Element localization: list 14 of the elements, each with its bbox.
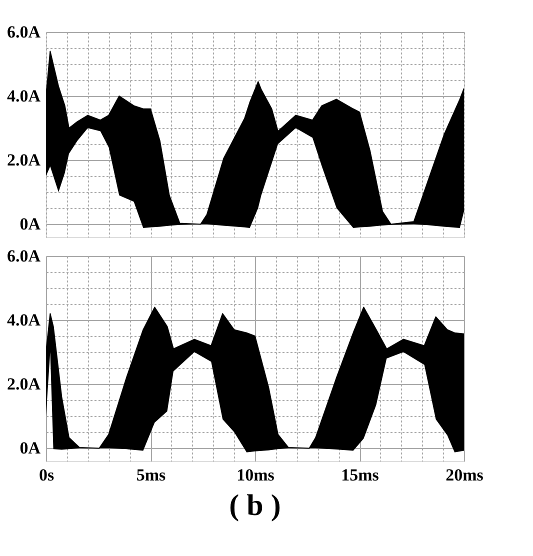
y-tick-label: 2.0A <box>6 374 42 394</box>
y-tick-label: 0A <box>20 438 42 458</box>
y-tick-label: 0A <box>20 214 42 234</box>
x-tick-label: 15ms <box>341 466 380 484</box>
y-tick-label: 6.0A <box>6 246 42 266</box>
y-tick-label: 4.0A <box>6 86 42 106</box>
x-tick-label: 0s <box>38 466 54 484</box>
x-tick-label: 10ms <box>236 466 275 484</box>
y-tick-label: 6.0A <box>6 22 42 42</box>
x-tick-label: 20ms <box>446 466 484 484</box>
y-tick-label: 4.0A <box>6 310 42 330</box>
text: ( b ) <box>229 489 281 522</box>
y-tick-label: 2.0A <box>6 150 42 170</box>
x-tick-label: 5ms <box>136 466 166 484</box>
